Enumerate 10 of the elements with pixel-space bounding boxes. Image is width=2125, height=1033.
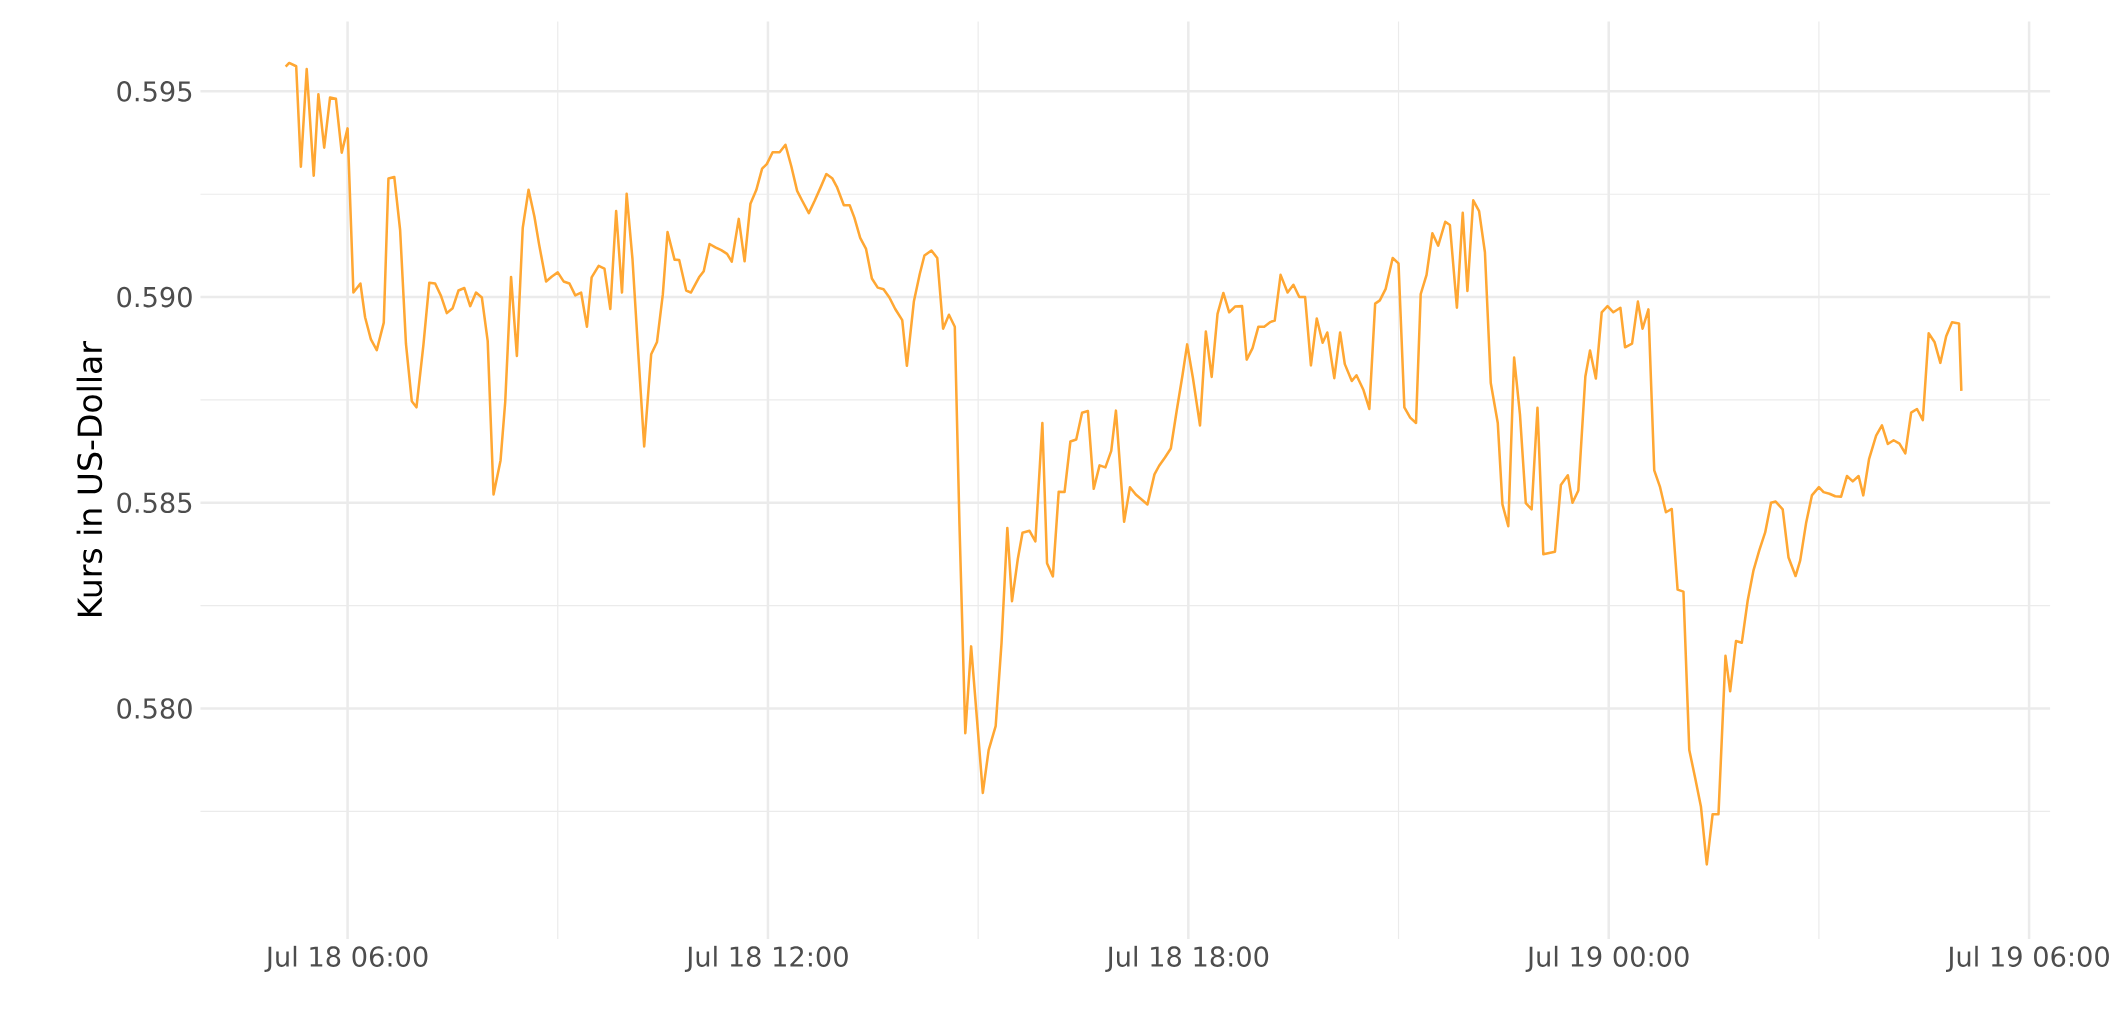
- y-tick-label: 0.585: [117, 492, 192, 513]
- y-tick-label: 0.580: [117, 698, 192, 719]
- x-tick-label: Jul 18 18:00: [1105, 945, 1269, 972]
- y-tick-label: 0.590: [117, 286, 192, 308]
- x-tick-label: Jul 19 00:00: [1525, 945, 1689, 972]
- x-tick-label: Jul 19 06:00: [1946, 945, 2109, 972]
- x-tick-label: Jul 18 12:00: [684, 945, 848, 972]
- y-tick-label: 0.595: [117, 80, 192, 102]
- y-axis-title: Kurs in US-Dollar: [76, 340, 103, 616]
- x-tick-label: Jul 18 06:00: [264, 945, 428, 972]
